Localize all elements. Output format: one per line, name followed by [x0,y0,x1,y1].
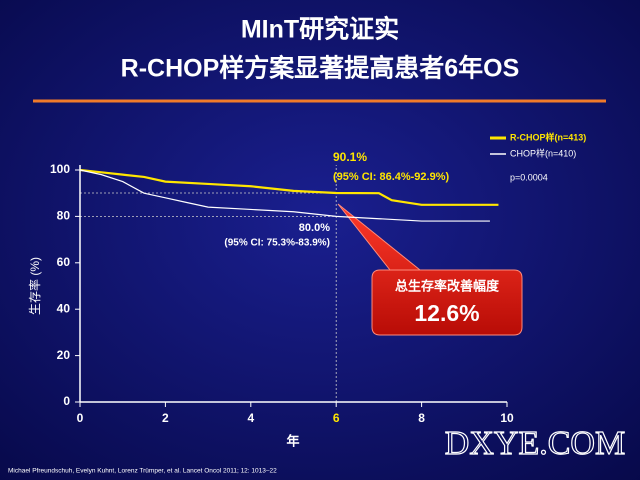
y-tick-label: 60 [57,255,71,269]
highlight-ci: (95% CI: 86.4%-92.9%) [333,171,449,183]
y-axis-label: 生存率 (%) [27,257,42,315]
highlight-ci: (95% CI: 75.3%-83.9%) [224,238,330,249]
highlight-label: 80.0% [299,222,330,234]
y-tick-label: 20 [57,348,71,362]
callout-title: 总生存率改善幅度 [395,278,500,293]
y-tick-label: 100 [50,162,70,176]
legend-label: CHOP样(n=410) [510,147,576,158]
x-tick-label: 6 [333,411,340,425]
x-tick-label: 10 [500,411,514,425]
subtitle: R-CHOP样方案显著提高患者6年OS [121,54,520,83]
x-axis-label: 年 [286,433,299,448]
survival-curve [79,169,490,222]
legend-label: R-CHOP样(n=413) [510,131,586,142]
x-tick-label: 0 [77,411,84,425]
citation: Michael Pfreundschuh, Evelyn Kuhnt, Lore… [8,468,277,475]
y-tick-label: 80 [57,209,71,223]
survival-curve [79,168,499,206]
p-value: p=0.0004 [510,172,548,182]
highlight-label: 90.1% [333,150,367,164]
y-tick-label: 0 [63,394,70,408]
callout-box [337,203,523,336]
callout-value: 12.6% [414,300,479,326]
x-tick-label: 4 [247,411,254,425]
x-tick-label: 8 [418,411,425,425]
x-tick-label: 2 [162,411,169,425]
watermark: DXYE.COM [445,425,625,462]
y-tick-label: 40 [57,301,71,315]
title: MInT研究证实 [241,15,399,44]
